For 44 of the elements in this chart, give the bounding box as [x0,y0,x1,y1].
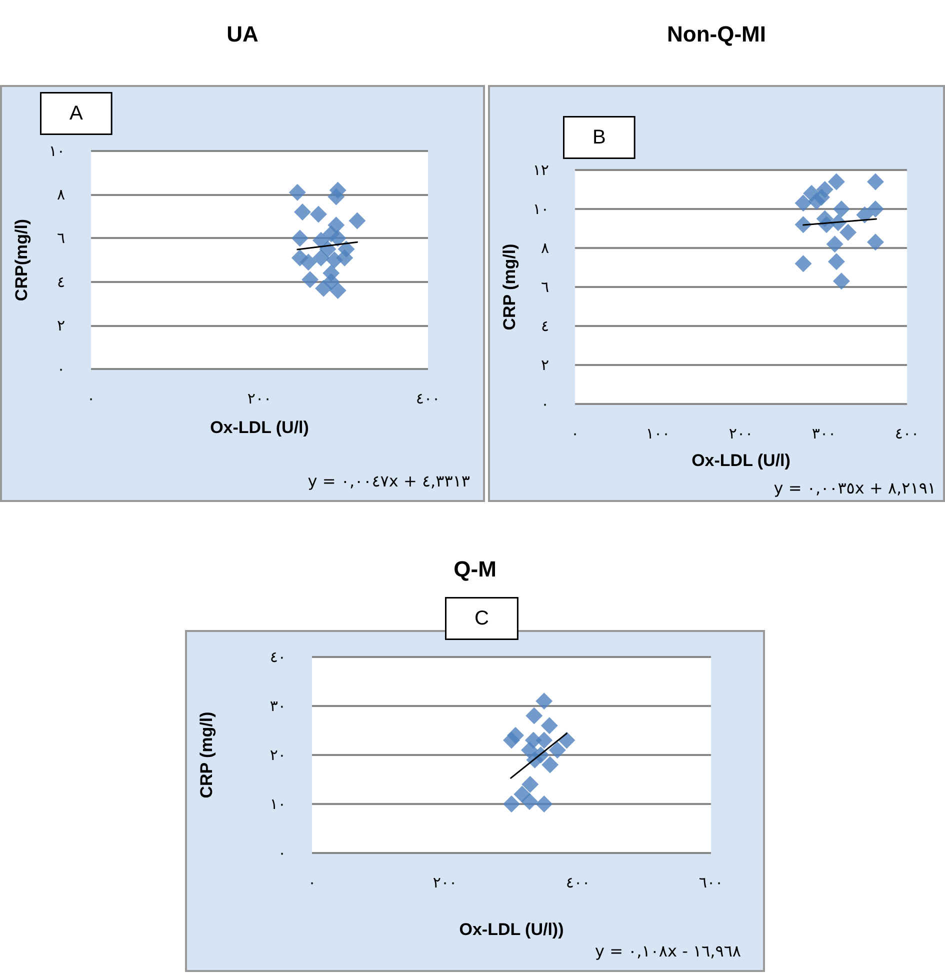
x-tick-label: ٢٠٠ [432,874,458,892]
chart-title: Q-M [454,556,496,582]
y-tick-label: ٨ [56,186,65,204]
y-tick-label: ١٠ [48,142,65,160]
x-axis-title: Ox-LDL (U/l) [692,451,790,470]
x-tick-label: ٢٠٠ [247,390,272,408]
y-tick-label: ٦ [56,229,65,248]
y-tick-label: ١٠ [532,200,549,218]
y-tick-label: ٤٠ [270,648,286,666]
y-tick-label: ٢ [56,316,65,334]
y-tick-label: ٢٠ [270,746,286,764]
x-tick-label: ٠ [86,390,96,408]
text: y = ٠,١٠٨x - ١٦,٩٦٨ [595,942,742,960]
x-tick-label: ٤٠٠ [894,424,920,442]
text: y = ٠,٠٠٤٧x + ٤,٣٣١٣ [308,472,470,490]
text: A [70,102,84,124]
y-tick-label: ٠ [56,360,65,378]
chart-title: Non-Q-MI [667,22,766,46]
y-tick-label: ٠ [278,844,286,862]
x-tick-label: ٤٠٠ [566,874,590,892]
y-tick-label: ٣٠ [270,697,286,715]
x-tick-label: ٤٠٠ [416,390,440,408]
y-tick-label: ١٠ [270,795,286,813]
y-tick-label: ٤ [540,317,549,335]
y-tick-label: ٦ [540,278,549,296]
y-axis-title: CRP (mg/l) [197,712,216,798]
y-tick-label: ٢ [540,356,549,374]
text: y = ٠,٠٠٣٥x + ٨,٢١٩١ [774,478,936,498]
y-tick-label: ٤ [56,272,65,291]
text: B [592,126,606,148]
chart-title: UA [226,22,258,46]
x-tick-label: ٣٠٠ [812,424,836,442]
x-tick-label: ٢٠٠ [728,424,754,442]
y-axis-title: CRP(mg/l) [12,218,31,302]
x-axis-title: Ox-LDL (U/l) [210,418,309,437]
y-tick-label: ٨ [540,239,549,257]
y-tick-label: ١٢ [532,161,549,179]
text: C [474,608,489,630]
y-axis-title: CRP (mg/l) [500,244,519,330]
x-axis-title: Ox-LDL (U/l)) [459,920,564,939]
x-tick-label: ٦٠٠ [698,874,724,892]
x-tick-label: ٠ [570,424,580,442]
x-tick-label: ١٠٠ [646,424,670,442]
x-tick-label: ٠ [308,874,316,892]
